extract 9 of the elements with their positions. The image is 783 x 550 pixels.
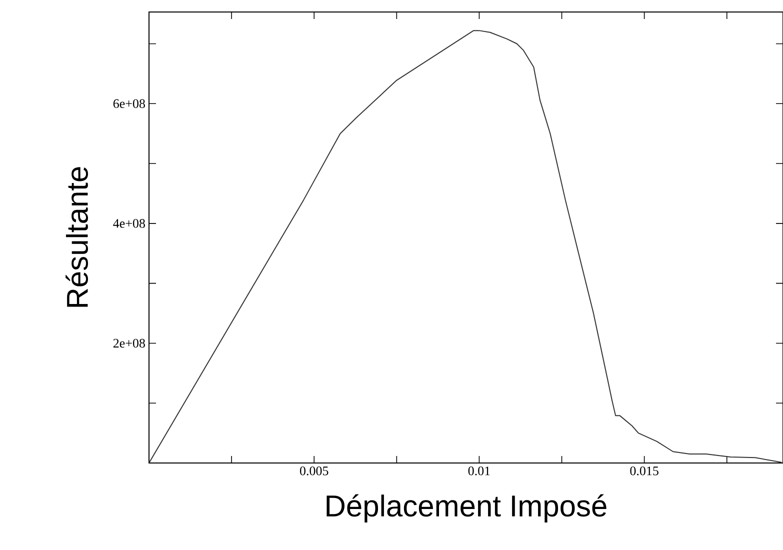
y-axis-title: Résultante [66,167,88,307]
y-tick-label: 6e+08 [113,99,145,108]
x-axis-title: Déplacement Imposé [326,494,606,523]
line-series [149,30,782,463]
y-tick-label: 4e+08 [113,219,145,228]
y-tick-label: 2e+08 [113,338,145,348]
x-tick-label: 0.015 [630,466,658,476]
x-tick-label: 0.01 [468,466,490,476]
x-tick-label: 0.005 [300,466,328,476]
